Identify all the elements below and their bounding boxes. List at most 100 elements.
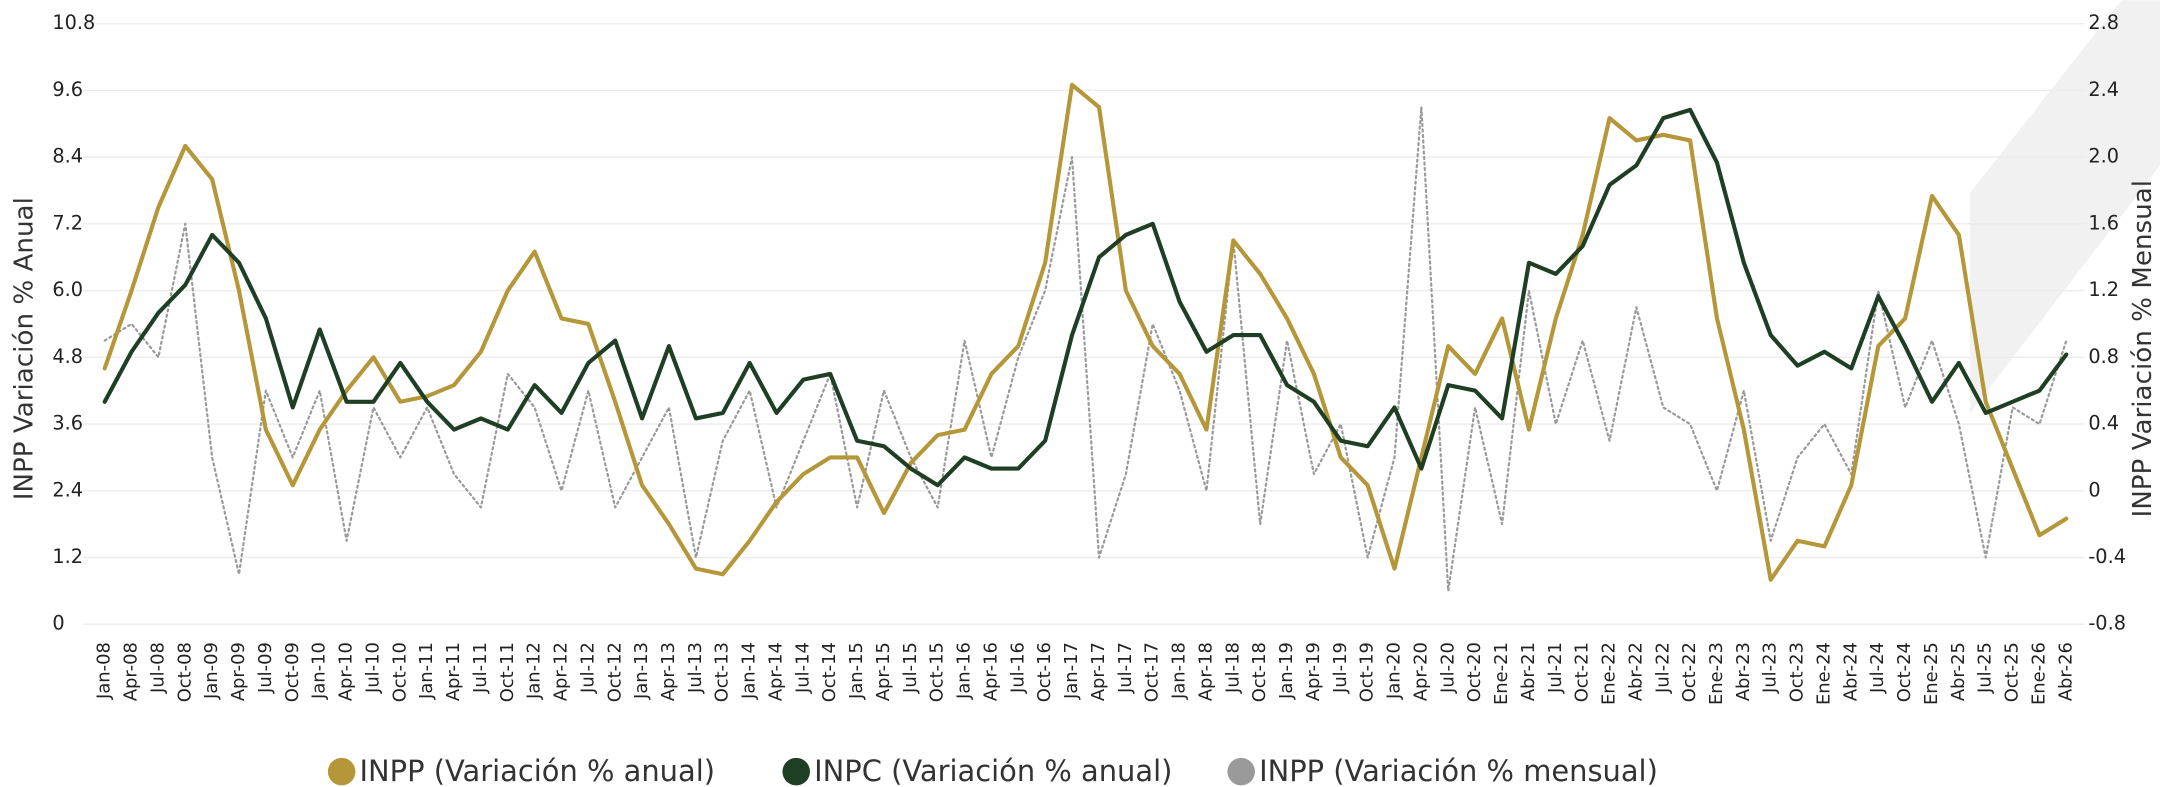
- x-tick-label: Apr-09: [228, 642, 249, 701]
- x-tick-label: Jul-14: [792, 642, 813, 694]
- x-tick-label: Apr-08: [121, 642, 142, 701]
- x-tick-label: Jan-09: [201, 642, 222, 700]
- x-tick-label: Jul-16: [1007, 642, 1028, 694]
- x-tick-label: Jul-09: [255, 642, 276, 694]
- x-tick-label: Apr-20: [1410, 642, 1431, 701]
- x-tick-label: Jan-13: [631, 642, 652, 700]
- x-tick-label: Ene-22: [1599, 642, 1620, 705]
- x-tick-label: Oct-20: [1464, 642, 1485, 702]
- x-tick-label: Oct-10: [389, 642, 410, 702]
- x-tick-label: Jul-11: [470, 642, 491, 694]
- legend-swatch: [327, 757, 356, 786]
- x-tick-label: Abr-26: [2055, 642, 2076, 701]
- x-tick-label: Jul-21: [1545, 642, 1566, 694]
- x-tick-label: Jul-08: [147, 642, 168, 694]
- x-tick-label: Apr-10: [336, 642, 357, 701]
- y-tick-label: 10.8: [52, 11, 95, 34]
- x-tick-label: Ene-24: [1813, 642, 1834, 705]
- legend-swatch: [1227, 757, 1255, 786]
- x-tick-label: Jul-24: [1867, 642, 1888, 694]
- x-tick-label: Abr-25: [1948, 642, 1969, 701]
- y-tick-label: 3.6: [52, 412, 83, 435]
- x-tick-label: Oct-18: [1249, 642, 1270, 702]
- x-tick-label: Oct-24: [1894, 642, 1915, 702]
- x-tick-label: Apr-19: [1303, 642, 1324, 701]
- y-tick-label: 8.4: [52, 145, 83, 168]
- x-tick-label: Abr-24: [1840, 642, 1861, 701]
- x-tick-label: Apr-17: [1088, 642, 1109, 701]
- y2-tick-label: 2.4: [2088, 78, 2119, 101]
- x-tick-label: Jul-15: [900, 642, 921, 694]
- x-tick-label: Jul-18: [1222, 642, 1243, 694]
- x-tick-label: Oct-15: [927, 642, 948, 702]
- y2-tick-label: 2.8: [2088, 11, 2119, 34]
- x-tick-label: Oct-08: [174, 642, 195, 702]
- x-tick-label: Jul-25: [1975, 642, 1996, 694]
- y-tick-label: 1.2: [52, 545, 83, 568]
- y2-tick-label: -0.4: [2088, 545, 2126, 568]
- x-tick-label: Oct-14: [819, 642, 840, 702]
- series-line: [103, 106, 2068, 593]
- x-tick-label: Apr-16: [980, 642, 1001, 701]
- x-tick-label: Jul-17: [1115, 642, 1136, 694]
- x-tick-label: Jan-19: [1276, 642, 1297, 700]
- y2-tick-label: 0.4: [2088, 412, 2119, 435]
- y2-axis-title: INPP Variación % Mensual: [2128, 180, 2158, 518]
- x-tick-label: Oct-23: [1787, 642, 1808, 702]
- x-tick-label: Oct-13: [712, 642, 733, 702]
- x-tick-label: Ene-25: [1921, 642, 1942, 705]
- series-line: [102, 107, 2069, 488]
- x-tick-label: Jan-14: [739, 642, 760, 700]
- x-tick-label: Jan-12: [524, 642, 545, 700]
- x-tick-label: Ene-21: [1491, 642, 1512, 705]
- x-tick-label: Abr-21: [1518, 642, 1539, 701]
- y2-tick-label: 1.6: [2088, 211, 2119, 234]
- x-tick-label: Jan-15: [846, 642, 867, 700]
- x-tick-label: Jul-13: [685, 642, 706, 694]
- x-tick-label: Apr-18: [1195, 642, 1216, 701]
- x-tick-label: Oct-22: [1679, 642, 1700, 702]
- y2-tick-label: -0.8: [2088, 612, 2126, 635]
- x-tick-label: Jul-19: [1330, 642, 1351, 694]
- x-tick-label: Ene-26: [2028, 642, 2049, 705]
- y-tick-label: 6.0: [52, 278, 83, 301]
- x-tick-label: Ene-23: [1706, 642, 1727, 705]
- x-tick-label: Apr-14: [765, 642, 786, 701]
- x-tick-label: Jan-17: [1061, 642, 1082, 700]
- x-tick-label: Jul-20: [1437, 642, 1458, 694]
- y-axis-title: INPP Variación % Anual: [9, 197, 39, 500]
- x-tick-label: Oct-21: [1572, 642, 1593, 702]
- y2-tick-label: 1.2: [2088, 278, 2119, 301]
- x-tick-label: Abr-23: [1733, 642, 1754, 701]
- legend-label: INPP (Variación % anual): [360, 754, 715, 787]
- x-tick-label: Apr-13: [658, 642, 679, 701]
- x-tick-label: Jul-10: [362, 642, 383, 694]
- x-tick-label: Apr-11: [443, 642, 464, 701]
- x-tick-label: Jan-16: [954, 642, 975, 700]
- x-tick-label: Apr-15: [873, 642, 894, 701]
- y-tick-label: 2.4: [52, 478, 83, 501]
- x-tick-label: Oct-12: [604, 642, 625, 702]
- x-tick-label: Jul-12: [577, 642, 598, 694]
- x-tick-label: Jul-22: [1652, 642, 1673, 694]
- x-tick-label: Oct-25: [2002, 642, 2023, 702]
- y-tick-label: 0: [52, 612, 64, 635]
- x-tick-label: Jan-10: [309, 642, 330, 700]
- series-line: [102, 82, 2069, 582]
- y-tick-label: 9.6: [52, 78, 83, 101]
- x-tick-label: Apr-12: [551, 642, 572, 701]
- x-tick-label: Jan-20: [1384, 642, 1405, 700]
- x-tick-label: Abr-22: [1625, 642, 1646, 701]
- y2-tick-label: 2.0: [2088, 145, 2119, 168]
- x-tick-label: Oct-09: [282, 642, 303, 702]
- legend-label: INPP (Variación % mensual): [1259, 754, 1658, 787]
- x-tick-label: Jan-11: [416, 642, 437, 700]
- background-band: [1969, 0, 2160, 414]
- x-tick-label: Oct-19: [1357, 642, 1378, 702]
- legend-swatch: [782, 757, 810, 786]
- legend-label: INPC (Variación % anual): [814, 754, 1172, 787]
- x-tick-label: Jan-18: [1169, 642, 1190, 700]
- x-tick-label: Oct-17: [1142, 642, 1163, 702]
- x-tick-label: Jan-08: [94, 642, 115, 700]
